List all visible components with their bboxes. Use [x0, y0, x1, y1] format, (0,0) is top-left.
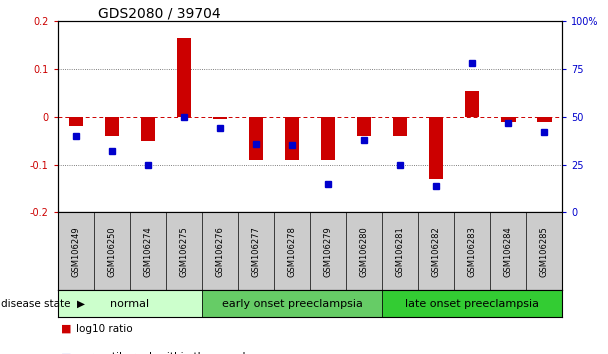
Text: GSM106250: GSM106250 [108, 226, 116, 277]
Bar [202, 290, 382, 317]
Text: disease state  ▶: disease state ▶ [1, 298, 85, 309]
Bar [537, 117, 551, 122]
Bar [285, 117, 299, 160]
Text: GSM106249: GSM106249 [71, 226, 80, 277]
Text: GSM106279: GSM106279 [323, 226, 333, 277]
Text: early onset preeclampsia: early onset preeclampsia [222, 298, 362, 309]
Bar [140, 117, 155, 141]
Text: GSM106277: GSM106277 [252, 226, 260, 277]
Text: GSM106276: GSM106276 [215, 226, 224, 277]
Bar [69, 117, 83, 126]
Bar [105, 117, 119, 136]
Text: log10 ratio: log10 ratio [76, 324, 133, 334]
Text: GSM106280: GSM106280 [360, 226, 368, 277]
Text: ■: ■ [61, 352, 71, 354]
Bar [177, 38, 191, 117]
Text: GDS2080 / 39704: GDS2080 / 39704 [98, 6, 221, 20]
Bar [249, 117, 263, 160]
Bar [465, 91, 480, 117]
Text: GSM106281: GSM106281 [396, 226, 405, 277]
Text: GSM106274: GSM106274 [143, 226, 153, 277]
Text: GSM106285: GSM106285 [540, 226, 549, 277]
Bar [213, 117, 227, 119]
Bar [429, 117, 443, 179]
Text: GSM106282: GSM106282 [432, 226, 441, 277]
Bar [58, 290, 202, 317]
Text: normal: normal [110, 298, 150, 309]
Bar [393, 117, 407, 136]
Text: GSM106284: GSM106284 [504, 226, 513, 277]
Text: ■: ■ [61, 324, 71, 334]
Text: GSM106278: GSM106278 [288, 226, 297, 277]
Text: percentile rank within the sample: percentile rank within the sample [76, 352, 252, 354]
Bar [357, 117, 371, 136]
Text: GSM106283: GSM106283 [468, 226, 477, 277]
Text: GSM106275: GSM106275 [179, 226, 188, 277]
Bar [501, 117, 516, 122]
Text: late onset preeclampsia: late onset preeclampsia [406, 298, 539, 309]
Bar [382, 290, 562, 317]
Bar [321, 117, 336, 160]
